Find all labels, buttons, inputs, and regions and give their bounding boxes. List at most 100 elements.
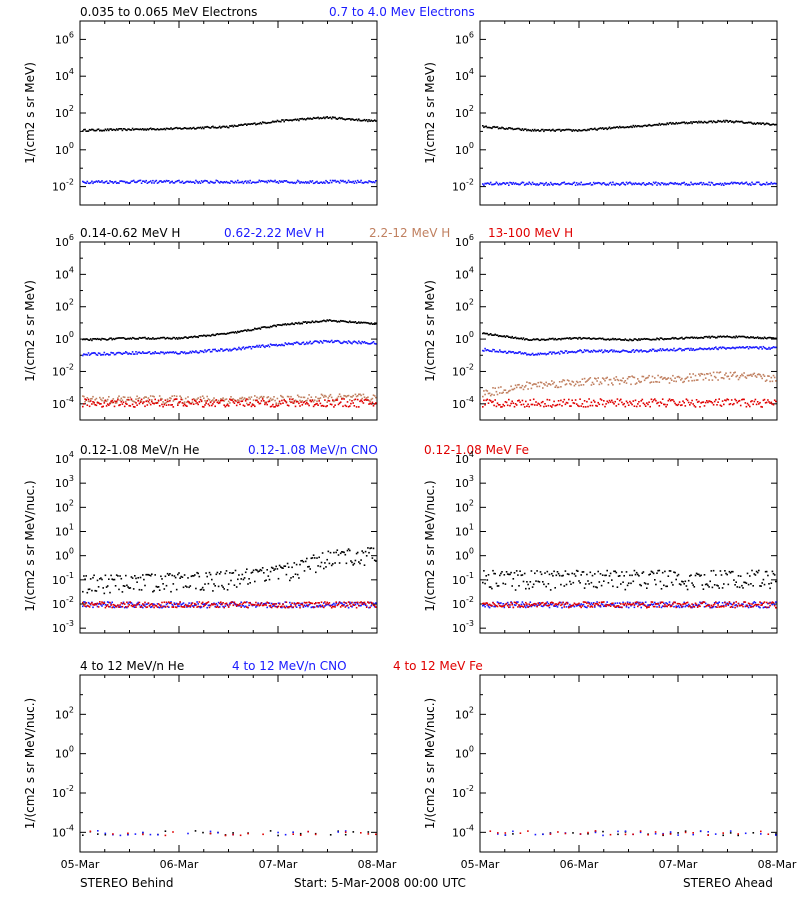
data-point xyxy=(101,337,103,340)
data-point xyxy=(624,830,627,832)
data-point xyxy=(129,353,132,355)
data-point xyxy=(626,402,629,404)
data-point xyxy=(289,579,291,582)
data-point xyxy=(353,321,356,324)
data-point xyxy=(629,376,631,378)
data-point xyxy=(341,180,343,183)
data-point xyxy=(617,338,620,340)
data-point xyxy=(304,605,307,608)
data-point xyxy=(106,128,109,130)
data-point xyxy=(181,576,184,578)
data-point xyxy=(658,569,661,572)
data-point xyxy=(755,346,758,348)
data-point xyxy=(273,603,275,605)
data-point xyxy=(665,349,667,351)
data-point xyxy=(226,348,229,351)
data-point xyxy=(223,588,225,590)
data-point xyxy=(367,396,369,398)
data-point xyxy=(669,348,672,351)
data-point xyxy=(639,601,641,604)
data-point xyxy=(128,587,130,589)
data-point xyxy=(654,350,656,352)
data-point xyxy=(552,337,554,340)
data-point xyxy=(699,337,701,339)
data-point xyxy=(336,339,339,342)
data-point xyxy=(252,181,255,183)
data-point xyxy=(568,380,570,382)
data-point xyxy=(172,182,175,184)
data-point xyxy=(606,128,608,131)
data-point xyxy=(702,348,705,351)
data-point xyxy=(125,574,127,577)
data-point xyxy=(248,181,250,184)
data-point xyxy=(232,604,235,607)
data-point xyxy=(345,602,348,604)
data-point xyxy=(201,603,204,605)
data-point xyxy=(639,831,642,834)
data-point xyxy=(232,398,235,400)
data-point xyxy=(100,403,102,405)
data-point xyxy=(225,180,228,183)
data-point xyxy=(207,582,210,585)
data-point xyxy=(654,833,657,835)
data-point xyxy=(483,126,485,129)
data-point xyxy=(613,338,615,341)
data-point xyxy=(765,337,768,340)
data-point xyxy=(206,334,208,337)
data-point xyxy=(702,588,705,590)
data-point xyxy=(648,574,650,576)
data-point xyxy=(319,397,322,399)
data-point xyxy=(672,182,674,185)
data-point xyxy=(655,349,657,352)
data-point xyxy=(720,347,723,350)
data-point xyxy=(526,338,528,340)
data-point xyxy=(83,338,85,340)
data-point xyxy=(230,396,232,398)
data-point xyxy=(482,332,484,335)
data-point xyxy=(508,390,510,392)
data-point xyxy=(594,573,596,575)
data-point xyxy=(125,400,127,403)
data-point xyxy=(561,575,563,577)
data-point xyxy=(319,565,322,568)
data-point xyxy=(276,119,279,122)
data-point xyxy=(758,603,760,606)
data-point xyxy=(749,405,751,408)
data-point xyxy=(627,376,630,378)
data-point xyxy=(182,127,185,130)
data-point xyxy=(266,122,268,124)
data-point xyxy=(500,127,502,130)
data-point xyxy=(528,339,530,341)
data-point xyxy=(237,179,239,182)
data-point xyxy=(347,405,350,408)
data-point xyxy=(330,604,333,607)
data-point xyxy=(724,121,726,123)
data-point xyxy=(728,183,731,185)
data-point xyxy=(549,603,552,605)
data-point xyxy=(592,602,595,604)
data-point xyxy=(104,128,107,131)
data-point xyxy=(762,183,765,185)
data-point xyxy=(316,320,318,323)
data-point xyxy=(517,352,519,354)
data-point xyxy=(148,399,151,401)
data-point xyxy=(338,601,341,604)
data-point xyxy=(674,571,676,574)
data-point xyxy=(511,388,513,391)
data-point xyxy=(596,586,598,589)
data-point xyxy=(183,606,186,608)
data-point xyxy=(568,606,570,609)
data-point xyxy=(282,402,284,404)
data-point xyxy=(500,572,502,575)
data-point xyxy=(553,351,555,354)
data-point xyxy=(260,400,263,402)
data-point xyxy=(122,585,125,587)
data-point xyxy=(195,603,197,606)
data-point xyxy=(128,601,130,604)
data-point xyxy=(349,341,351,343)
data-point xyxy=(637,403,639,405)
data-point xyxy=(306,118,308,120)
data-point xyxy=(123,396,126,399)
data-point xyxy=(330,117,333,120)
data-point xyxy=(242,604,245,607)
